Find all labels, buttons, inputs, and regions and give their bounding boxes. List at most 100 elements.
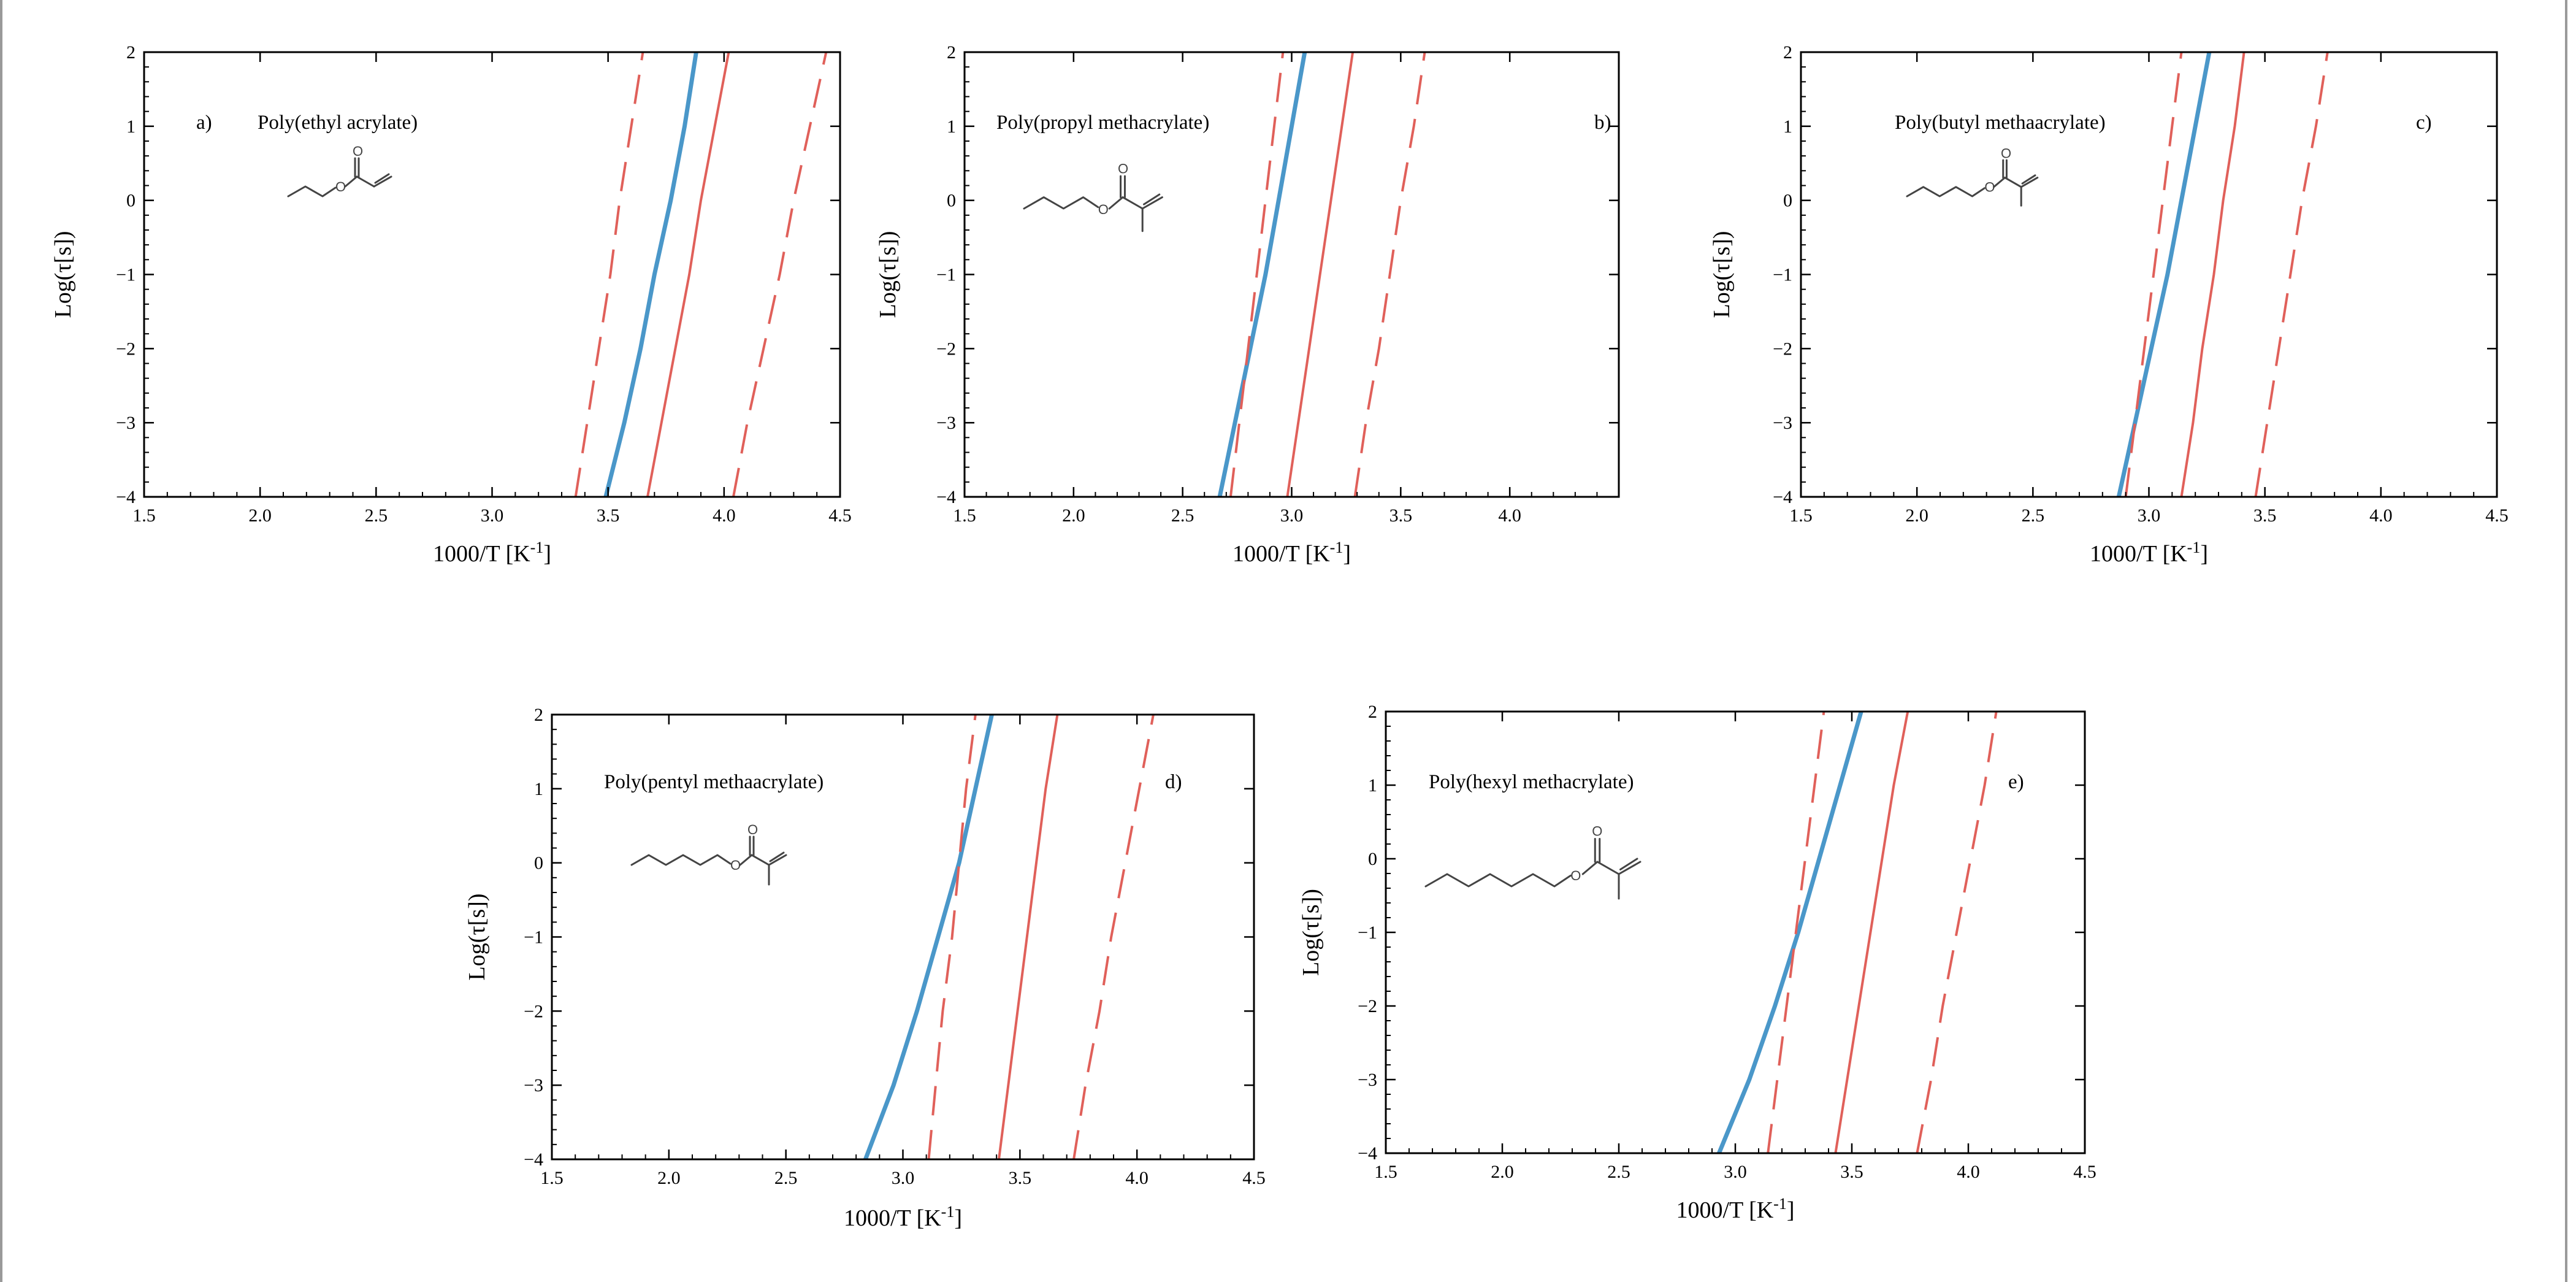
x-tick-label: 2.0 [1062, 505, 1085, 526]
molecule-structure: OO [1906, 145, 2039, 207]
y-tick-label: −4 [1358, 1143, 1377, 1164]
molecule-bond [1122, 196, 1144, 210]
molecule-oxygen-label: O [335, 179, 346, 194]
x-tick-label: 3.5 [1389, 505, 1413, 526]
molecule-vinyl-bond [1619, 858, 1638, 870]
series-line-solid [998, 715, 1059, 1159]
x-tick-label: 3.0 [892, 1168, 915, 1188]
y-tick-label: −3 [116, 413, 136, 433]
series-line-solid [646, 52, 730, 497]
x-axis-label: 1000/T [K-1] [433, 539, 551, 567]
molecule-structure: OO [287, 144, 392, 198]
series-line-dashed-bound [1767, 712, 1825, 1153]
x-tick-label: 2.5 [1607, 1162, 1630, 1182]
y-tick-label: −4 [1773, 487, 1792, 507]
page-border-right [2565, 0, 2567, 1282]
y-axis-label: Log(τ[s]) [1298, 889, 1324, 976]
y-tick-label: 2 [947, 42, 956, 63]
x-tick-label: 4.0 [2369, 505, 2393, 526]
series-line-dashed-bound [732, 52, 828, 497]
molecule-oxygen-label: O [1592, 824, 1602, 839]
y-tick-label: 0 [126, 191, 136, 211]
molecule-oxygen-label: O [353, 144, 363, 159]
series-line-dashed-bound [574, 52, 644, 497]
x-tick-label: 4.5 [1242, 1168, 1266, 1188]
polymer-name: Poly(butyl methaacrylate) [1895, 112, 2106, 134]
x-tick-label: 2.0 [1491, 1162, 1514, 1182]
x-tick-label: 4.0 [1125, 1168, 1148, 1188]
x-tick-label: 1.5 [953, 505, 976, 526]
molecule-bond [1108, 196, 1124, 210]
y-tick-label: −2 [936, 339, 956, 359]
molecule-oxygen-label: O [1570, 868, 1581, 883]
series-line-dashed-bound [1072, 715, 1155, 1159]
y-axis-label: Log(τ[s]) [875, 231, 901, 318]
molecule-vinyl-bond [373, 175, 392, 188]
x-axis-label-text: 1000/T [K [844, 1205, 941, 1231]
x-axis-label-close: ] [1787, 1197, 1795, 1223]
y-tick-label: −3 [524, 1075, 543, 1096]
x-tick-label: 4.0 [713, 505, 736, 526]
molecule-oxygen-label: O [1118, 161, 1128, 177]
y-tick-label: −2 [116, 339, 136, 359]
molecule-structure: OO [1023, 161, 1163, 232]
series-line-solid [1834, 712, 1909, 1153]
y-axis-label: Log(τ[s]) [50, 231, 76, 318]
y-tick-label: 1 [947, 117, 956, 137]
series-line-model [1716, 712, 1863, 1153]
x-tick-label: 2.0 [248, 505, 272, 526]
series-line-dashed-bound [927, 715, 977, 1159]
x-tick-label: 4.0 [1957, 1162, 1980, 1182]
y-tick-label: −1 [1358, 923, 1377, 943]
polymer-name: Poly(propyl methacrylate) [996, 112, 1209, 134]
x-tick-label: 2.0 [657, 1168, 681, 1188]
series-group [574, 52, 828, 497]
molecule-vinyl-bond [1141, 196, 1163, 210]
x-tick-label: 3.0 [1280, 505, 1304, 526]
molecule-bond [1581, 861, 1599, 875]
molecule-chain [1906, 186, 1986, 198]
x-tick-label: 4.5 [2485, 505, 2509, 526]
y-tick-label: 2 [534, 705, 543, 725]
molecule-structure: OO [630, 822, 787, 886]
series-line-model [603, 52, 698, 497]
series-line-dashed-bound [1353, 52, 1426, 497]
series-group [2116, 52, 2329, 497]
y-tick-label: 1 [1368, 775, 1377, 796]
x-axis-label-text: 1000/T [K [1676, 1197, 1773, 1223]
x-axis-label-superscript: -1 [1773, 1195, 1787, 1213]
x-tick-label: 2.0 [1905, 505, 1928, 526]
series-group [1716, 712, 1998, 1153]
x-tick-label: 2.5 [1171, 505, 1194, 526]
x-axis-label-superscript: -1 [530, 539, 544, 556]
molecule-oxygen-label: O [2001, 145, 2011, 161]
molecule-oxygen-label: O [1098, 202, 1109, 217]
molecule-vinyl-bond [374, 173, 390, 184]
y-tick-label: 0 [534, 853, 543, 873]
y-tick-label: −4 [524, 1150, 543, 1170]
x-tick-label: 2.5 [774, 1168, 798, 1188]
molecule-chain [1023, 196, 1099, 210]
series-line-model [2116, 52, 2212, 497]
y-tick-label: 2 [1368, 702, 1377, 722]
molecule-bond [2004, 177, 2022, 188]
molecule-oxygen-label: O [747, 822, 758, 837]
y-tick-label: −3 [1773, 413, 1792, 433]
molecule-structure: OO [1424, 824, 1642, 900]
x-tick-label: 2.5 [365, 505, 388, 526]
molecule-vinyl-bond [768, 854, 787, 866]
x-tick-label: 1.5 [132, 505, 156, 526]
y-tick-label: −3 [936, 413, 956, 433]
y-tick-label: 2 [126, 42, 136, 63]
y-tick-label: −2 [524, 1001, 543, 1021]
molecule-bond [751, 854, 770, 866]
x-axis-label: 1000/T [K-1] [2090, 539, 2208, 567]
molecule-chain [287, 185, 337, 198]
series-group [1217, 52, 1426, 497]
y-tick-label: 0 [1783, 191, 1792, 211]
x-tick-label: 4.5 [828, 505, 852, 526]
molecule-bond [1993, 177, 2006, 188]
y-tick-label: 0 [1368, 849, 1377, 869]
x-axis-label-text: 1000/T [K [2090, 541, 2187, 567]
y-axis-label: Log(τ[s]) [1709, 231, 1735, 318]
